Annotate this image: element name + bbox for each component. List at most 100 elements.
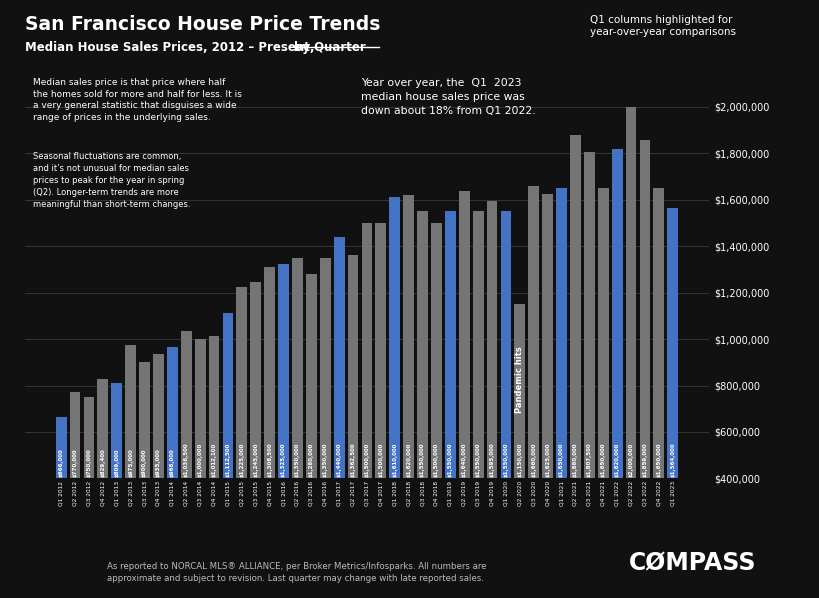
Bar <box>389 197 400 571</box>
Text: $1,859,000: $1,859,000 <box>641 442 647 477</box>
Text: $1,500,000: $1,500,000 <box>364 442 369 477</box>
Text: $1,350,000: $1,350,000 <box>295 442 300 477</box>
Text: Seasonal fluctuations are common,
and it’s not unusual for median sales
prices t: Seasonal fluctuations are common, and it… <box>33 152 190 209</box>
Bar <box>236 287 247 571</box>
Bar <box>431 223 441 571</box>
Text: $1,625,000: $1,625,000 <box>545 442 550 477</box>
Bar <box>361 223 372 571</box>
Text: $829,400: $829,400 <box>100 448 105 477</box>
Bar <box>403 195 414 571</box>
Text: $900,000: $900,000 <box>142 448 147 477</box>
Bar <box>625 107 636 571</box>
Text: $1,112,500: $1,112,500 <box>225 442 230 477</box>
Bar <box>555 188 566 571</box>
Text: $1,595,000: $1,595,000 <box>489 442 494 477</box>
Text: $1,807,500: $1,807,500 <box>586 442 591 477</box>
Text: Median sales price is that price where half
the homes sold for more and half for: Median sales price is that price where h… <box>33 78 242 122</box>
Text: $1,500,000: $1,500,000 <box>433 442 438 477</box>
Text: $666,000: $666,000 <box>59 448 64 477</box>
Text: $1,650,000: $1,650,000 <box>600 442 605 477</box>
Text: Median House Sales Prices, 2012 – Present,: Median House Sales Prices, 2012 – Presen… <box>25 41 318 54</box>
Bar <box>208 336 219 571</box>
Text: San Francisco House Price Trends: San Francisco House Price Trends <box>25 15 379 34</box>
Text: $1,362,500: $1,362,500 <box>350 442 355 477</box>
Text: Year over year, the  Q1  2023
median house sales price was
down about 18% from Q: Year over year, the Q1 2023 median house… <box>360 78 535 116</box>
Text: $1,564,000: $1,564,000 <box>669 442 674 477</box>
Bar <box>375 223 386 571</box>
Text: $1,640,000: $1,640,000 <box>461 442 466 477</box>
Bar <box>222 313 233 571</box>
Text: $1,650,000: $1,650,000 <box>559 442 563 477</box>
Bar <box>125 345 136 571</box>
Text: $1,325,000: $1,325,000 <box>281 442 286 477</box>
Bar <box>639 140 649 571</box>
Bar <box>139 362 150 571</box>
Text: $1,150,000: $1,150,000 <box>517 442 522 477</box>
Bar <box>167 346 178 571</box>
Bar <box>445 212 455 571</box>
Text: $1,225,000: $1,225,000 <box>239 442 244 477</box>
Bar <box>292 258 302 571</box>
Bar <box>667 208 677 571</box>
Text: $1,610,000: $1,610,000 <box>391 442 396 477</box>
Bar <box>264 267 274 571</box>
Text: by Quarter: by Quarter <box>293 41 365 54</box>
Bar <box>500 212 511 571</box>
Bar <box>569 135 580 571</box>
Text: $1,000,000: $1,000,000 <box>197 443 202 477</box>
Text: As reported to NORCAL MLS® ALLIANCE, per Broker Metrics/Infosparks. All numbers : As reported to NORCAL MLS® ALLIANCE, per… <box>106 562 486 583</box>
Text: $1,036,500: $1,036,500 <box>183 442 188 477</box>
Text: $1,280,000: $1,280,000 <box>309 442 314 477</box>
Bar <box>250 282 260 571</box>
Text: $975,000: $975,000 <box>128 448 133 477</box>
Bar <box>653 188 663 571</box>
Bar <box>459 191 469 571</box>
Text: Pandemic hits: Pandemic hits <box>514 346 523 413</box>
Bar <box>333 237 344 571</box>
Text: Q1 columns highlighted for
year-over-year comparisons: Q1 columns highlighted for year-over-yea… <box>590 15 735 36</box>
Text: $750,000: $750,000 <box>86 448 92 477</box>
Text: $2,000,000: $2,000,000 <box>628 443 633 477</box>
Text: $1,550,000: $1,550,000 <box>475 442 480 477</box>
Bar <box>305 274 316 571</box>
Text: CØMPASS: CØMPASS <box>628 551 756 575</box>
Bar <box>527 186 539 571</box>
Text: $1,620,000: $1,620,000 <box>405 442 410 477</box>
Bar <box>84 397 94 571</box>
Text: $809,000: $809,000 <box>114 448 119 477</box>
Text: $770,000: $770,000 <box>72 448 78 477</box>
Text: $1,660,000: $1,660,000 <box>531 442 536 477</box>
Bar <box>597 188 608 571</box>
Text: $1,245,000: $1,245,000 <box>253 442 258 477</box>
Bar <box>347 255 358 571</box>
Bar <box>278 264 288 571</box>
Bar <box>611 149 622 571</box>
Text: $1,012,100: $1,012,100 <box>211 443 216 477</box>
Bar <box>194 339 206 571</box>
Text: $1,308,500: $1,308,500 <box>267 442 272 477</box>
Text: $935,000: $935,000 <box>156 448 161 477</box>
Text: $1,650,000: $1,650,000 <box>655 442 661 477</box>
Text: $1,880,000: $1,880,000 <box>572 442 577 477</box>
Bar <box>70 392 80 571</box>
Text: $1,550,000: $1,550,000 <box>503 442 508 477</box>
Bar <box>473 212 483 571</box>
Bar <box>514 304 525 571</box>
Bar <box>153 354 164 571</box>
Bar <box>583 152 594 571</box>
Text: $1,820,000: $1,820,000 <box>614 442 619 477</box>
Text: $1,550,000: $1,550,000 <box>419 442 424 477</box>
Bar <box>181 331 192 571</box>
Bar <box>97 379 108 571</box>
Bar <box>319 258 330 571</box>
Bar <box>56 417 66 571</box>
Text: $968,000: $968,000 <box>170 448 174 477</box>
Text: $1,500,000: $1,500,000 <box>378 442 383 477</box>
Bar <box>417 212 428 571</box>
Text: $1,550,000: $1,550,000 <box>447 442 452 477</box>
Bar <box>486 201 497 571</box>
Text: $1,350,000: $1,350,000 <box>323 442 328 477</box>
Bar <box>111 383 122 571</box>
Text: $1,440,000: $1,440,000 <box>337 442 342 477</box>
Bar <box>541 194 552 571</box>
